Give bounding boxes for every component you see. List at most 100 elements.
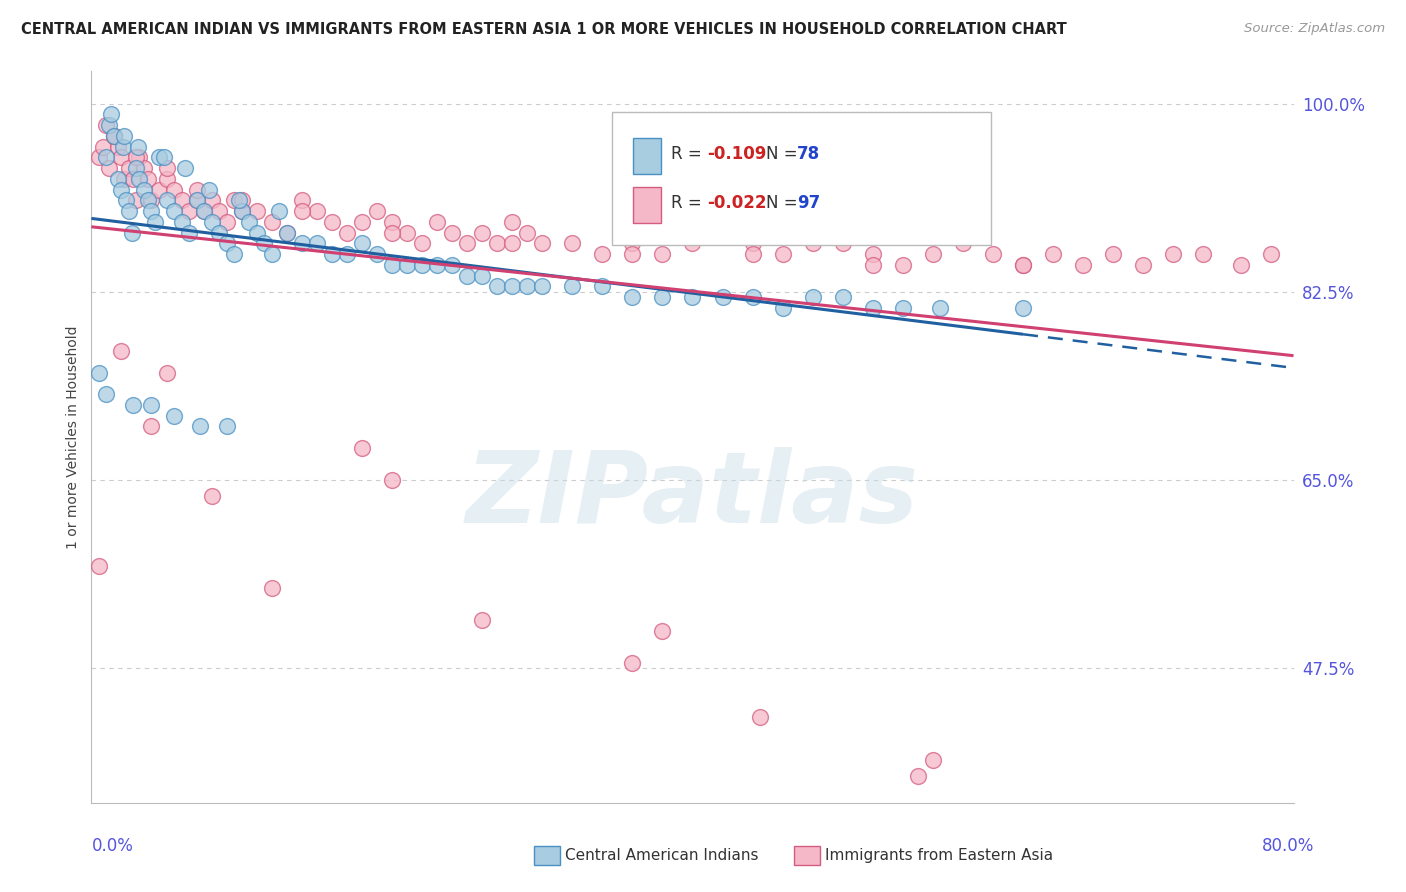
Point xyxy=(711,226,734,240)
Point xyxy=(531,279,554,293)
Point xyxy=(155,366,177,380)
Point xyxy=(118,161,141,176)
Point xyxy=(201,215,224,229)
Point xyxy=(110,344,132,359)
Point xyxy=(170,215,193,229)
Point xyxy=(132,183,155,197)
Point xyxy=(305,204,328,219)
Point xyxy=(121,226,143,240)
Point xyxy=(93,139,115,153)
Point xyxy=(96,387,118,401)
Point xyxy=(224,247,246,261)
Point xyxy=(291,236,314,251)
Point xyxy=(201,489,224,503)
Point xyxy=(516,279,538,293)
Point xyxy=(1192,247,1215,261)
Text: Source: ZipAtlas.com: Source: ZipAtlas.com xyxy=(1244,22,1385,36)
Point xyxy=(215,419,238,434)
Point xyxy=(711,290,734,304)
Point xyxy=(381,473,404,487)
Point xyxy=(561,279,583,293)
Point xyxy=(772,301,794,315)
Point xyxy=(115,194,138,208)
Point xyxy=(148,150,170,164)
Point xyxy=(516,226,538,240)
Y-axis label: 1 or more Vehicles in Household: 1 or more Vehicles in Household xyxy=(66,326,80,549)
Point xyxy=(118,204,141,219)
Point xyxy=(276,226,298,240)
Point xyxy=(260,581,283,595)
Point xyxy=(100,107,122,121)
Point xyxy=(862,247,884,261)
Point xyxy=(1012,258,1035,272)
Point xyxy=(228,194,250,208)
Text: 80.0%: 80.0% xyxy=(1263,837,1315,855)
Point xyxy=(114,128,136,143)
Point xyxy=(125,161,148,176)
Point xyxy=(1161,247,1184,261)
Point xyxy=(471,268,494,283)
Point xyxy=(350,236,373,251)
Point xyxy=(170,194,193,208)
Point xyxy=(749,710,772,724)
Point xyxy=(591,247,613,261)
Point xyxy=(336,226,359,240)
Text: 97: 97 xyxy=(797,194,821,212)
Point xyxy=(141,194,163,208)
Point xyxy=(110,150,132,164)
Point xyxy=(107,139,129,153)
Point xyxy=(862,258,884,272)
Point xyxy=(350,441,373,455)
Point xyxy=(215,236,238,251)
Point xyxy=(651,247,673,261)
Point xyxy=(111,139,134,153)
Point xyxy=(103,128,125,143)
Point xyxy=(1102,247,1125,261)
Point xyxy=(411,258,433,272)
Point xyxy=(141,398,163,412)
Point xyxy=(381,226,404,240)
Point xyxy=(929,301,952,315)
Point xyxy=(208,226,231,240)
Point xyxy=(186,183,208,197)
Point xyxy=(122,172,145,186)
Text: N =: N = xyxy=(766,145,803,163)
Point xyxy=(246,204,269,219)
Point xyxy=(138,172,160,186)
Point xyxy=(741,236,763,251)
Point xyxy=(456,268,478,283)
Point xyxy=(486,279,509,293)
Point xyxy=(561,236,583,251)
Text: -0.022: -0.022 xyxy=(707,194,766,212)
Point xyxy=(801,290,824,304)
Point xyxy=(1230,258,1253,272)
Point xyxy=(238,215,260,229)
Point xyxy=(291,204,314,219)
Point xyxy=(163,183,186,197)
Point xyxy=(127,139,149,153)
Point xyxy=(87,366,110,380)
Point xyxy=(831,290,853,304)
Point xyxy=(1260,247,1282,261)
Point xyxy=(486,236,509,251)
Point xyxy=(366,247,388,261)
Text: R =: R = xyxy=(671,145,707,163)
Text: 78: 78 xyxy=(797,145,820,163)
Point xyxy=(907,769,929,783)
Point xyxy=(152,150,174,164)
Point xyxy=(163,409,186,423)
Point xyxy=(141,419,163,434)
Point xyxy=(922,247,945,261)
Point xyxy=(922,753,945,767)
Point xyxy=(87,150,110,164)
Point xyxy=(411,236,433,251)
Text: ZIPatlas: ZIPatlas xyxy=(465,447,920,544)
Point xyxy=(141,204,163,219)
Point xyxy=(291,194,314,208)
Point xyxy=(231,194,253,208)
Point xyxy=(87,559,110,574)
Point xyxy=(831,236,853,251)
Text: Central American Indians: Central American Indians xyxy=(565,848,759,863)
Point xyxy=(197,183,219,197)
Text: CENTRAL AMERICAN INDIAN VS IMMIGRANTS FROM EASTERN ASIA 1 OR MORE VEHICLES IN HO: CENTRAL AMERICAN INDIAN VS IMMIGRANTS FR… xyxy=(21,22,1067,37)
